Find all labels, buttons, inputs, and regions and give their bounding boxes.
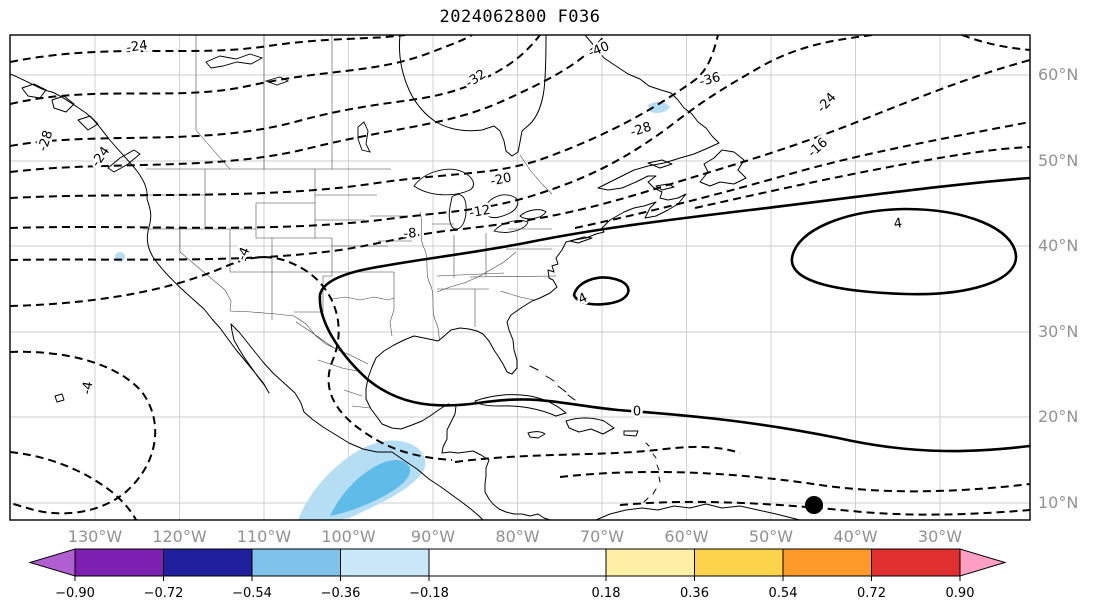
lat-axis: 60°N 50°N 40°N 30°N 20°N 10°N <box>1038 65 1078 512</box>
contour-label: -20 <box>489 170 513 189</box>
colorbar-left-arrow <box>28 548 76 577</box>
coastlines <box>10 35 801 520</box>
contour-label: -4 <box>79 380 96 395</box>
colorbar-segment <box>605 548 695 577</box>
colorbar-tick-label: 0.72 <box>857 586 886 601</box>
colorbar-segment <box>782 548 872 577</box>
colorbar-tick-labels: −0.90 −0.72 −0.54 −0.36 −0.18 0.18 0.36 … <box>55 586 974 601</box>
colorbar-segment <box>251 548 341 577</box>
contour-label: -24 <box>125 38 148 56</box>
chart-title: 2024062800 F036 <box>439 7 600 27</box>
lon-tick-label: 50°W <box>749 527 793 546</box>
contour-label: -8 <box>403 226 417 242</box>
lon-tick-label: 100°W <box>321 527 376 546</box>
lon-tick-label: 110°W <box>237 527 292 546</box>
lat-tick-label: 40°N <box>1038 236 1078 255</box>
colorbar-tick-label: −0.18 <box>409 586 449 601</box>
lon-tick-label: 40°W <box>833 527 877 546</box>
state-borders <box>143 35 557 409</box>
colorbar-tick-label: −0.54 <box>232 586 272 601</box>
contour-label: -28 <box>629 120 654 141</box>
contour-label: -4 <box>235 245 254 263</box>
lon-tick-label: 80°W <box>495 527 539 546</box>
colorbar-segment <box>871 548 961 577</box>
lat-tick-label: 10°N <box>1038 493 1078 512</box>
shaded-anomaly-regions <box>115 101 670 520</box>
dashed-contours <box>10 35 1030 520</box>
contour-label: -24 <box>814 90 839 116</box>
map-gridlines <box>10 35 1030 520</box>
lon-tick-label: 30°W <box>918 527 962 546</box>
lon-tick-label: 130°W <box>68 527 123 546</box>
colorbar-segment <box>428 548 607 577</box>
colorbar-segment <box>340 548 430 577</box>
solid-contours <box>318 176 1030 453</box>
colorbar-tick-label: −0.72 <box>144 586 184 601</box>
colorbar-right-arrow <box>959 548 1007 577</box>
colorbar-tick-label: −0.36 <box>321 586 361 601</box>
lon-tick-label: 90°W <box>411 527 455 546</box>
lon-axis: 130°W 120°W 110°W 100°W 90°W 80°W 70°W 6… <box>68 527 962 546</box>
lat-tick-label: 20°N <box>1038 407 1078 426</box>
lat-tick-label: 50°N <box>1038 151 1078 170</box>
colorbar-tick-label: 0.18 <box>592 586 621 601</box>
colorbar: −0.90 −0.72 −0.54 −0.36 −0.18 0.18 0.36 … <box>28 548 1007 601</box>
lon-tick-label: 120°W <box>152 527 207 546</box>
colorbar-segment <box>694 548 784 577</box>
colorbar-segment <box>74 548 164 577</box>
colorbar-tick-label: −0.90 <box>55 586 95 601</box>
contour-label: -32 <box>463 67 489 91</box>
map-frame <box>9 34 1031 521</box>
contour-label: -12 <box>468 203 492 221</box>
contour-label: 4 <box>576 290 590 307</box>
contour-label: -28 <box>36 129 57 154</box>
contour-label: 4 <box>893 216 903 232</box>
colorbar-tick-label: 0.90 <box>946 586 975 601</box>
lat-tick-label: 60°N <box>1038 65 1078 84</box>
black-dot-marker <box>805 496 823 514</box>
colorbar-ticks <box>74 576 961 581</box>
lon-tick-label: 70°W <box>580 527 624 546</box>
colorbar-segment <box>163 548 253 577</box>
lat-tick-label: 30°N <box>1038 322 1078 341</box>
contour-label: 0 <box>633 405 641 420</box>
lon-tick-label: 60°W <box>664 527 708 546</box>
colorbar-tick-label: 0.54 <box>769 586 798 601</box>
contour-label: -40 <box>586 39 611 61</box>
colorbar-tick-label: 0.36 <box>680 586 709 601</box>
